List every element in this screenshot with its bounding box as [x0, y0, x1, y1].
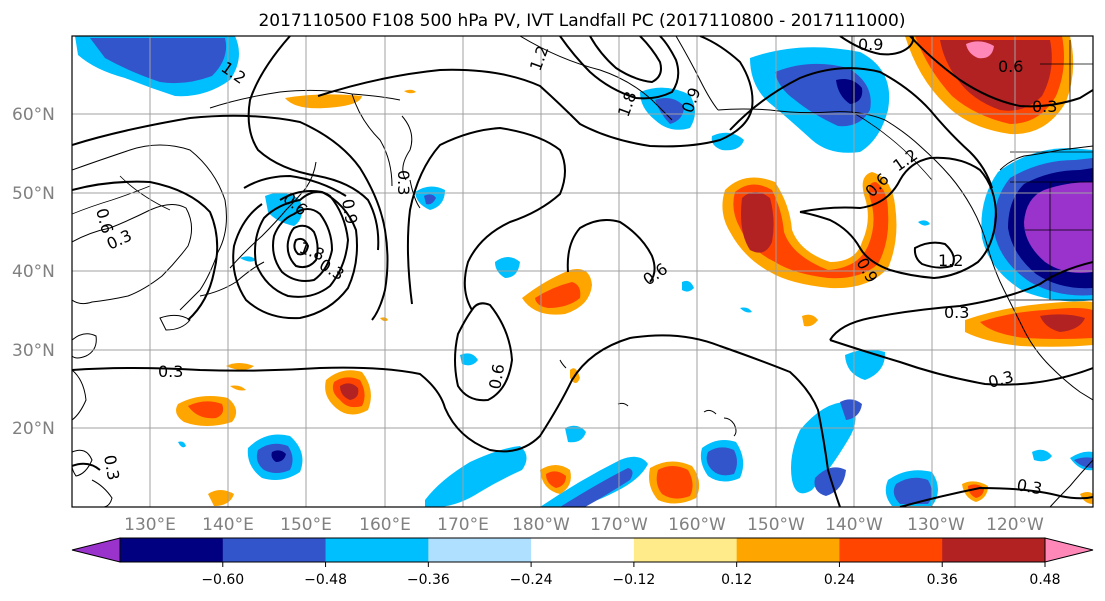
colorbar-tick-label: 0.36 [927, 572, 958, 588]
contour-label: 0.3 [944, 303, 969, 322]
contour-label: 0.9 [338, 197, 361, 225]
coastlines [72, 36, 1093, 507]
contour-label: 0.9 [858, 35, 883, 54]
contour-label: 0.3 [394, 170, 413, 195]
lon-label: 180°W [512, 515, 570, 535]
colorbar-cell [736, 538, 840, 562]
lat-label: 40°N [12, 262, 55, 282]
map-frame [71, 35, 1094, 508]
lon-label: 140°E [202, 515, 254, 535]
contour-label: 1.2 [938, 251, 963, 270]
contour-label: 0.6 [998, 57, 1023, 76]
colorbar-extend-min [71, 537, 121, 563]
colorbar-cell [428, 538, 532, 562]
contour-label: 0.3 [1015, 475, 1043, 498]
figure-title: 2017110500 F108 500 hPa PV, IVT Landfall… [258, 11, 905, 31]
colorbar-cell [839, 538, 943, 562]
map-panel: 1.2 1.2 1.8 0.9 0.9 0.6 0.3 0.6 0.3 0.3 … [71, 35, 1094, 508]
colorbar-frame [119, 537, 1046, 563]
longitude-labels: 130°E 140°E 150°E 160°E 170°E 180°W 170°… [124, 515, 1044, 535]
colorbar-cells [71, 537, 1094, 563]
contour-label: 0.6 [485, 362, 508, 390]
colorbar-tick-label: −0.24 [510, 572, 553, 588]
gridlines [72, 36, 1093, 507]
colorbar-tick-label: −0.12 [612, 572, 655, 588]
colorbar-tick-label: 0.24 [824, 572, 855, 588]
orange-region-175w [522, 269, 592, 315]
contour-label: 0.3 [1032, 97, 1057, 116]
lon-label: 160°W [668, 515, 726, 535]
colorbar-extend-max [1044, 537, 1094, 563]
lat-label: 30°N [12, 341, 55, 361]
colorbar-tick-label: −0.48 [304, 572, 347, 588]
colorbar-cell [942, 538, 1046, 562]
latitude-labels: 60°N 50°N 40°N 30°N 20°N [12, 105, 55, 439]
lat-label: 20°N [12, 419, 55, 439]
lon-label: 170°E [437, 515, 489, 535]
colorbar-cell [120, 538, 224, 562]
colorbar-cell [222, 538, 327, 562]
contour-label: 0.3 [100, 453, 123, 481]
colorbar-tick-label: 0.12 [721, 572, 752, 588]
lon-label: 120°W [986, 515, 1044, 535]
red-region-top-right [905, 36, 1074, 135]
blue-region-top-left [75, 36, 239, 97]
colorbar-ticks: −0.60 −0.48 −0.36 −0.24 −0.12 0.12 0.24 0.36 0.4… [201, 562, 1061, 588]
colorbar-cell [633, 538, 738, 562]
political-borders [72, 36, 1093, 301]
colorbar: −0.60 −0.48 −0.36 −0.24 −0.12 0.12 0.24 0.36 0.4… [71, 537, 1094, 588]
red-region-150w [722, 172, 897, 289]
lon-label: 130°E [124, 515, 176, 535]
lat-label: 60°N [12, 105, 55, 125]
lon-label: 140°W [825, 515, 883, 535]
red-region-bottom-right [965, 301, 1093, 347]
purple-region-right [981, 148, 1093, 302]
colorbar-cell [531, 538, 635, 562]
lon-label: 150°W [747, 515, 805, 535]
colorbar-cell [325, 538, 429, 562]
contour-label: 0.3 [158, 362, 183, 381]
lon-label: 130°W [907, 515, 965, 535]
lat-label: 50°N [12, 184, 55, 204]
colorbar-tick-label: −0.60 [201, 572, 244, 588]
lon-label: 150°E [280, 515, 332, 535]
colorbar-tick-label: −0.36 [407, 572, 450, 588]
lon-label: 160°E [359, 515, 411, 535]
lon-label: 170°W [590, 515, 648, 535]
colorbar-tick-label: 0.48 [1029, 572, 1060, 588]
pv-contours [72, 36, 1093, 507]
